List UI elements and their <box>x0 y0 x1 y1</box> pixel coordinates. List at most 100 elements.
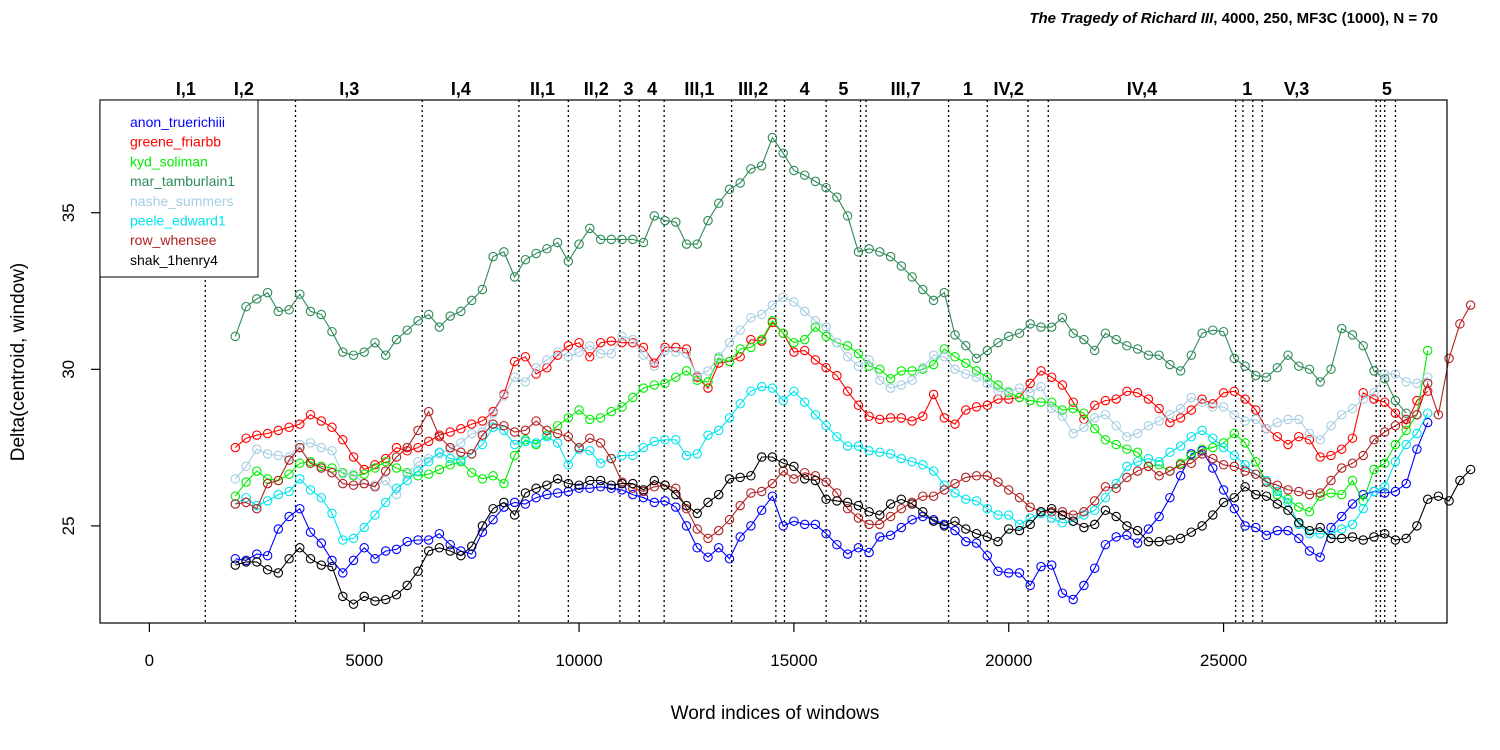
point-anon_truerichiii-5 <box>284 511 294 522</box>
point-mar_tamburlain1-16 <box>402 325 412 335</box>
point-kyd_soliman-63 <box>907 366 917 376</box>
point-kyd_soliman-50 <box>767 316 778 326</box>
point-greene_friarbb-81 <box>1100 395 1111 406</box>
scene-label-14: IV,2 <box>994 79 1024 99</box>
point-greene_friarbb-59 <box>864 411 874 422</box>
point-row_whensee-46 <box>724 514 735 525</box>
series-peele_edward1 <box>230 381 1433 545</box>
point-shak_1henry4-73 <box>1014 525 1025 536</box>
point-row_whensee-99 <box>1294 486 1304 497</box>
point-row_whensee-110 <box>1412 409 1422 420</box>
point-greene_friarbb-102 <box>1326 450 1336 461</box>
point-mar_tamburlain1-92 <box>1218 326 1229 337</box>
point-greene_friarbb-65 <box>928 389 939 400</box>
point-anon_truerichiii-103 <box>1336 511 1347 522</box>
point-peele_edward1-104 <box>1347 519 1358 530</box>
point-nashe_summers-82 <box>1111 420 1121 431</box>
point-anon_truerichiii-60 <box>875 532 885 542</box>
point-anon_truerichiii-72 <box>1003 568 1014 578</box>
series-line-peele_edward1 <box>235 386 1429 541</box>
point-anon_truerichiii-38 <box>638 492 649 503</box>
point-row_whensee-34 <box>595 438 606 448</box>
point-row_whensee-44 <box>703 533 713 544</box>
point-shak_1henry4-5 <box>284 554 294 564</box>
point-peele_edward1-71 <box>993 510 1003 520</box>
title-italic: The Tragedy of Richard III <box>1029 10 1214 27</box>
point-shak_1henry4-10 <box>338 591 348 602</box>
point-peele_edward1-40 <box>660 435 670 445</box>
point-shak_1henry4-76 <box>1046 503 1057 514</box>
point-kyd_soliman-93 <box>1229 428 1240 439</box>
y-tick-label-0: 25 <box>59 516 78 535</box>
point-shak_1henry4-57 <box>842 497 853 508</box>
point-mar_tamburlain1-1 <box>241 301 251 312</box>
point-shak_1henry4-26 <box>509 510 520 520</box>
point-peele_edward1-15 <box>391 483 402 494</box>
point-greene_friarbb-86 <box>1154 403 1164 414</box>
point-shak_1henry4-101 <box>1315 522 1325 533</box>
point-shak_1henry4-29 <box>542 480 552 490</box>
point-row_whensee-69 <box>971 471 982 481</box>
point-greene_friarbb-67 <box>950 419 960 429</box>
point-anon_truerichiii-19 <box>434 528 445 539</box>
point-mar_tamburlain1-30 <box>552 237 563 248</box>
point-shak_1henry4-58 <box>853 500 864 511</box>
point-anon_truerichiii-34 <box>595 482 606 492</box>
point-nashe_summers-64 <box>918 363 928 373</box>
point-anon_truerichiii-9 <box>327 555 337 566</box>
point-mar_tamburlain1-50 <box>767 132 778 143</box>
point-kyd_soliman-34 <box>595 413 606 423</box>
point-peele_edward1-60 <box>875 447 885 458</box>
point-shak_1henry4-9 <box>327 561 337 572</box>
point-shak_1henry4-50 <box>767 452 778 462</box>
point-shak_1henry4-33 <box>585 475 595 486</box>
point-anon_truerichiii-18 <box>423 535 434 545</box>
point-anon_truerichiii-78 <box>1068 594 1078 605</box>
point-anon_truerichiii-50 <box>767 491 778 501</box>
x-tick-label-0: 0 <box>145 651 154 670</box>
point-anon_truerichiii-92 <box>1218 485 1229 495</box>
point-nashe_summers-21 <box>456 438 466 448</box>
point-nashe_summers-45 <box>713 352 724 362</box>
point-nashe_summers-40 <box>660 345 670 356</box>
point-row_whensee-98 <box>1283 485 1293 495</box>
point-nashe_summers-94 <box>1240 416 1250 426</box>
point-shak_1henry4-46 <box>724 474 735 484</box>
point-shak_1henry4-80 <box>1089 519 1100 530</box>
point-peele_edward1-110 <box>1412 428 1422 439</box>
point-mar_tamburlain1-39 <box>649 211 660 221</box>
point-kyd_soliman-19 <box>434 464 445 475</box>
point-greene_friarbb-104 <box>1347 433 1358 443</box>
point-kyd_soliman-1 <box>241 477 251 487</box>
point-row_whensee-77 <box>1057 507 1068 517</box>
point-anon_truerichiii-37 <box>628 489 638 500</box>
point-row_whensee-71 <box>993 477 1003 487</box>
point-greene_friarbb-75 <box>1036 366 1046 376</box>
point-kyd_soliman-69 <box>971 366 982 376</box>
point-shak_1henry4-1 <box>241 557 251 567</box>
point-mar_tamburlain1-32 <box>574 239 584 249</box>
scene-boundaries <box>204 100 1397 623</box>
point-shak_1henry4-35 <box>606 480 617 490</box>
point-mar_tamburlain1-55 <box>821 182 831 193</box>
point-mar_tamburlain1-57 <box>842 211 853 221</box>
point-shak_1henry4-111 <box>1422 494 1433 505</box>
point-peele_edward1-67 <box>950 488 960 498</box>
point-mar_tamburlain1-54 <box>810 176 821 187</box>
point-anon_truerichiii-79 <box>1079 580 1089 591</box>
point-shak_1henry4-53 <box>799 474 810 484</box>
point-row_whensee-35 <box>606 453 617 464</box>
point-nashe_summers-103 <box>1336 409 1347 420</box>
point-anon_truerichiii-76 <box>1046 560 1057 570</box>
point-peele_edward1-79 <box>1079 510 1089 520</box>
series-line-mar_tamburlain1 <box>234 136 1407 414</box>
point-nashe_summers-48 <box>746 312 756 323</box>
point-kyd_soliman-70 <box>982 372 993 382</box>
point-peele_edward1-45 <box>713 425 724 436</box>
x-tick-label-4: 20000 <box>985 651 1032 670</box>
point-shak_1henry4-41 <box>671 489 681 500</box>
legend-entry-peele_edward1: peele_edward1 <box>130 213 226 229</box>
point-row_whensee-2 <box>252 503 262 514</box>
point-kyd_soliman-26 <box>509 450 520 461</box>
point-kyd_soliman-76 <box>1046 397 1057 407</box>
